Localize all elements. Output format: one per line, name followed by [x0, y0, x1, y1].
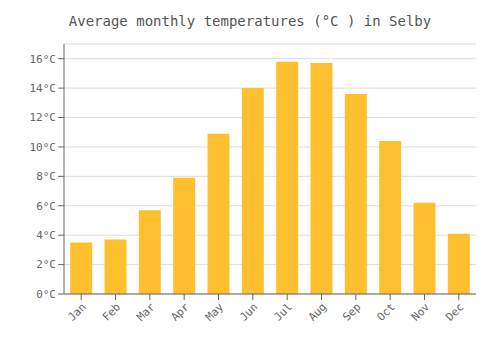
- svg-text:Feb: Feb: [100, 300, 123, 323]
- svg-text:Jul: Jul: [272, 300, 295, 323]
- svg-text:0°C: 0°C: [36, 288, 56, 301]
- svg-text:Apr: Apr: [169, 300, 193, 324]
- svg-text:May: May: [203, 300, 227, 324]
- svg-text:Jan: Jan: [66, 300, 89, 323]
- svg-text:8°C: 8°C: [36, 170, 56, 183]
- svg-text:10°C: 10°C: [30, 141, 57, 154]
- svg-text:Sep: Sep: [340, 300, 363, 323]
- svg-text:Mar: Mar: [134, 300, 158, 324]
- svg-text:Jun: Jun: [237, 300, 260, 323]
- svg-text:12°C: 12°C: [30, 111, 57, 124]
- svg-text:Aug: Aug: [306, 300, 329, 323]
- svg-text:Dec: Dec: [443, 300, 466, 323]
- svg-text:Nov: Nov: [409, 300, 433, 324]
- svg-text:2°C: 2°C: [36, 258, 56, 271]
- svg-text:16°C: 16°C: [30, 53, 57, 66]
- svg-text:Oct: Oct: [375, 300, 398, 323]
- svg-text:14°C: 14°C: [30, 82, 57, 95]
- html-text:Average monthly temperatures (: Average monthly temperatures (°C ) in Se…: [68, 13, 432, 29]
- svg-text:4°C: 4°C: [36, 229, 56, 242]
- svg-text:6°C: 6°C: [36, 200, 56, 213]
